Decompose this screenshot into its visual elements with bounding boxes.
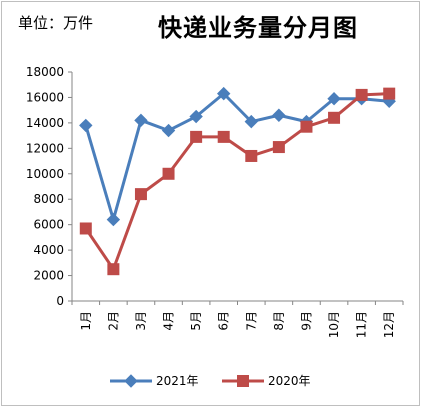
x-tick-label: 4月 (162, 311, 176, 331)
x-tick-label: 2月 (106, 311, 120, 331)
x-tick-label: 11月 (355, 311, 369, 338)
data-point (79, 118, 93, 133)
data-point (106, 212, 121, 227)
y-tick-label: 2000 (33, 269, 64, 283)
axes: 0 2000 4000 6000 8000 10000 12000 14000 16000 180… (26, 65, 404, 338)
y-tick-label: 4000 (33, 243, 64, 257)
data-point (217, 130, 230, 143)
data-point (107, 263, 120, 276)
data-point (161, 123, 176, 138)
data-point (383, 87, 396, 100)
y-tick-label: 8000 (33, 192, 64, 206)
series-0 (79, 86, 396, 227)
legend-item-0: 2021年 (110, 374, 199, 388)
x-tick-label: 3月 (134, 311, 148, 331)
data-point (217, 86, 231, 101)
legend-item-1: 2020年 (222, 374, 311, 388)
y-tick-label: 14000 (26, 116, 64, 130)
chart-subtitle: 单位：万件 (18, 14, 94, 32)
legend-label: 2020年 (268, 374, 311, 388)
x-tick-label: 10月 (327, 311, 341, 338)
x-tick-label: 12月 (382, 311, 396, 338)
data-point (134, 113, 148, 128)
legend-marker (237, 375, 249, 387)
data-point (162, 167, 175, 180)
x-tick-label: 6月 (217, 311, 231, 331)
data-point (272, 141, 285, 154)
series-1 (79, 87, 396, 276)
y-tick-label: 16000 (26, 90, 64, 104)
x-tick-label: 1月 (79, 311, 93, 331)
legend-label: 2021年 (156, 374, 199, 388)
series-line (84, 92, 390, 271)
y-tick-label: 0 (56, 294, 64, 308)
series-group (79, 86, 396, 276)
series-line (84, 92, 390, 222)
data-point (79, 222, 92, 235)
data-point (189, 109, 203, 124)
data-point (327, 92, 341, 106)
x-tick-label: 9月 (299, 311, 313, 331)
legend-marker (124, 374, 138, 388)
x-tick-label: 8月 (272, 311, 286, 331)
x-tick-label: 5月 (189, 311, 203, 331)
data-point (134, 188, 147, 201)
x-tick-label: 7月 (244, 311, 258, 331)
y-tick-label: 6000 (33, 218, 64, 232)
legend: 2021年 2020年 (110, 374, 311, 388)
data-point (190, 130, 203, 143)
data-point (328, 111, 341, 124)
y-tick-label: 12000 (26, 141, 64, 155)
data-point (355, 88, 368, 101)
y-tick-label: 18000 (26, 65, 64, 79)
y-tick-label: 10000 (26, 167, 64, 181)
data-point (272, 108, 286, 122)
data-point (244, 114, 258, 129)
chart-title: 快递业务量分月图 (158, 13, 358, 42)
data-point (300, 120, 313, 133)
data-point (245, 149, 258, 162)
